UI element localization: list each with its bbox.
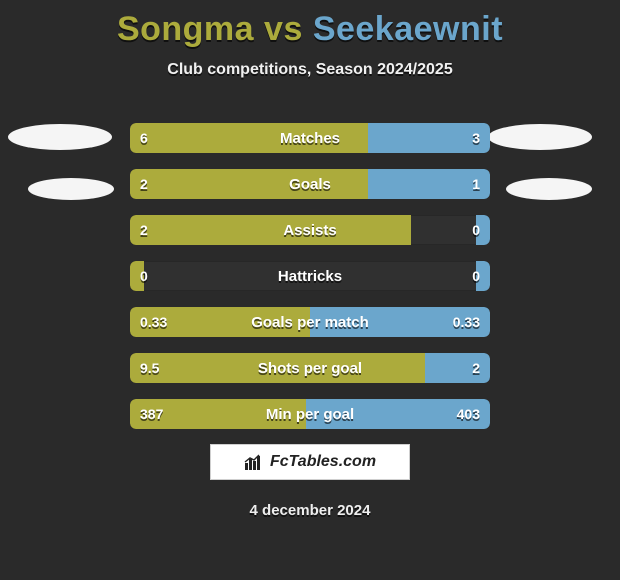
stat-bar-left [130,123,368,153]
stat-bar-right [476,215,490,245]
stat-bar-left [130,169,368,199]
stat-bar-left [130,307,310,337]
stat-bar-left [130,261,144,291]
title-vs: vs [264,10,303,48]
date-label: 4 december 2024 [0,502,620,519]
stat-row: 0.330.33Goals per match [130,307,490,337]
stat-row: 20Assists [130,215,490,245]
stat-row: 387403Min per goal [130,399,490,429]
stat-row: 63Matches [130,123,490,153]
title-player1: Songma [117,10,254,48]
stats-chart: 63Matches 21Goals 20Assists 00Hattricks 0.33… [130,123,490,445]
decor-ellipse-left-2 [28,178,114,200]
stat-bar-left [130,353,425,383]
stat-bar-right [476,261,490,291]
subtitle: Club competitions, Season 2024/2025 [0,61,620,79]
stat-bar-right [368,123,490,153]
stat-bar-right [310,307,490,337]
stat-bar-right [306,399,490,429]
stat-row: 00Hattricks [130,261,490,291]
stat-bar-right [368,169,490,199]
title-player2: Seekaewnit [313,10,503,48]
brand-bars-icon [244,453,264,471]
decor-ellipse-right-2 [506,178,592,200]
page-title: Songma vs Seekaewnit [0,0,620,49]
brand-text: FcTables.com [270,453,376,471]
stat-bar-right [425,353,490,383]
stat-bar-left [130,399,306,429]
decor-ellipse-left-1 [8,124,112,150]
brand-badge: FcTables.com [210,444,410,480]
stat-bar-left [130,215,411,245]
stat-row: 9.52Shots per goal [130,353,490,383]
stat-row: 21Goals [130,169,490,199]
decor-ellipse-right-1 [488,124,592,150]
